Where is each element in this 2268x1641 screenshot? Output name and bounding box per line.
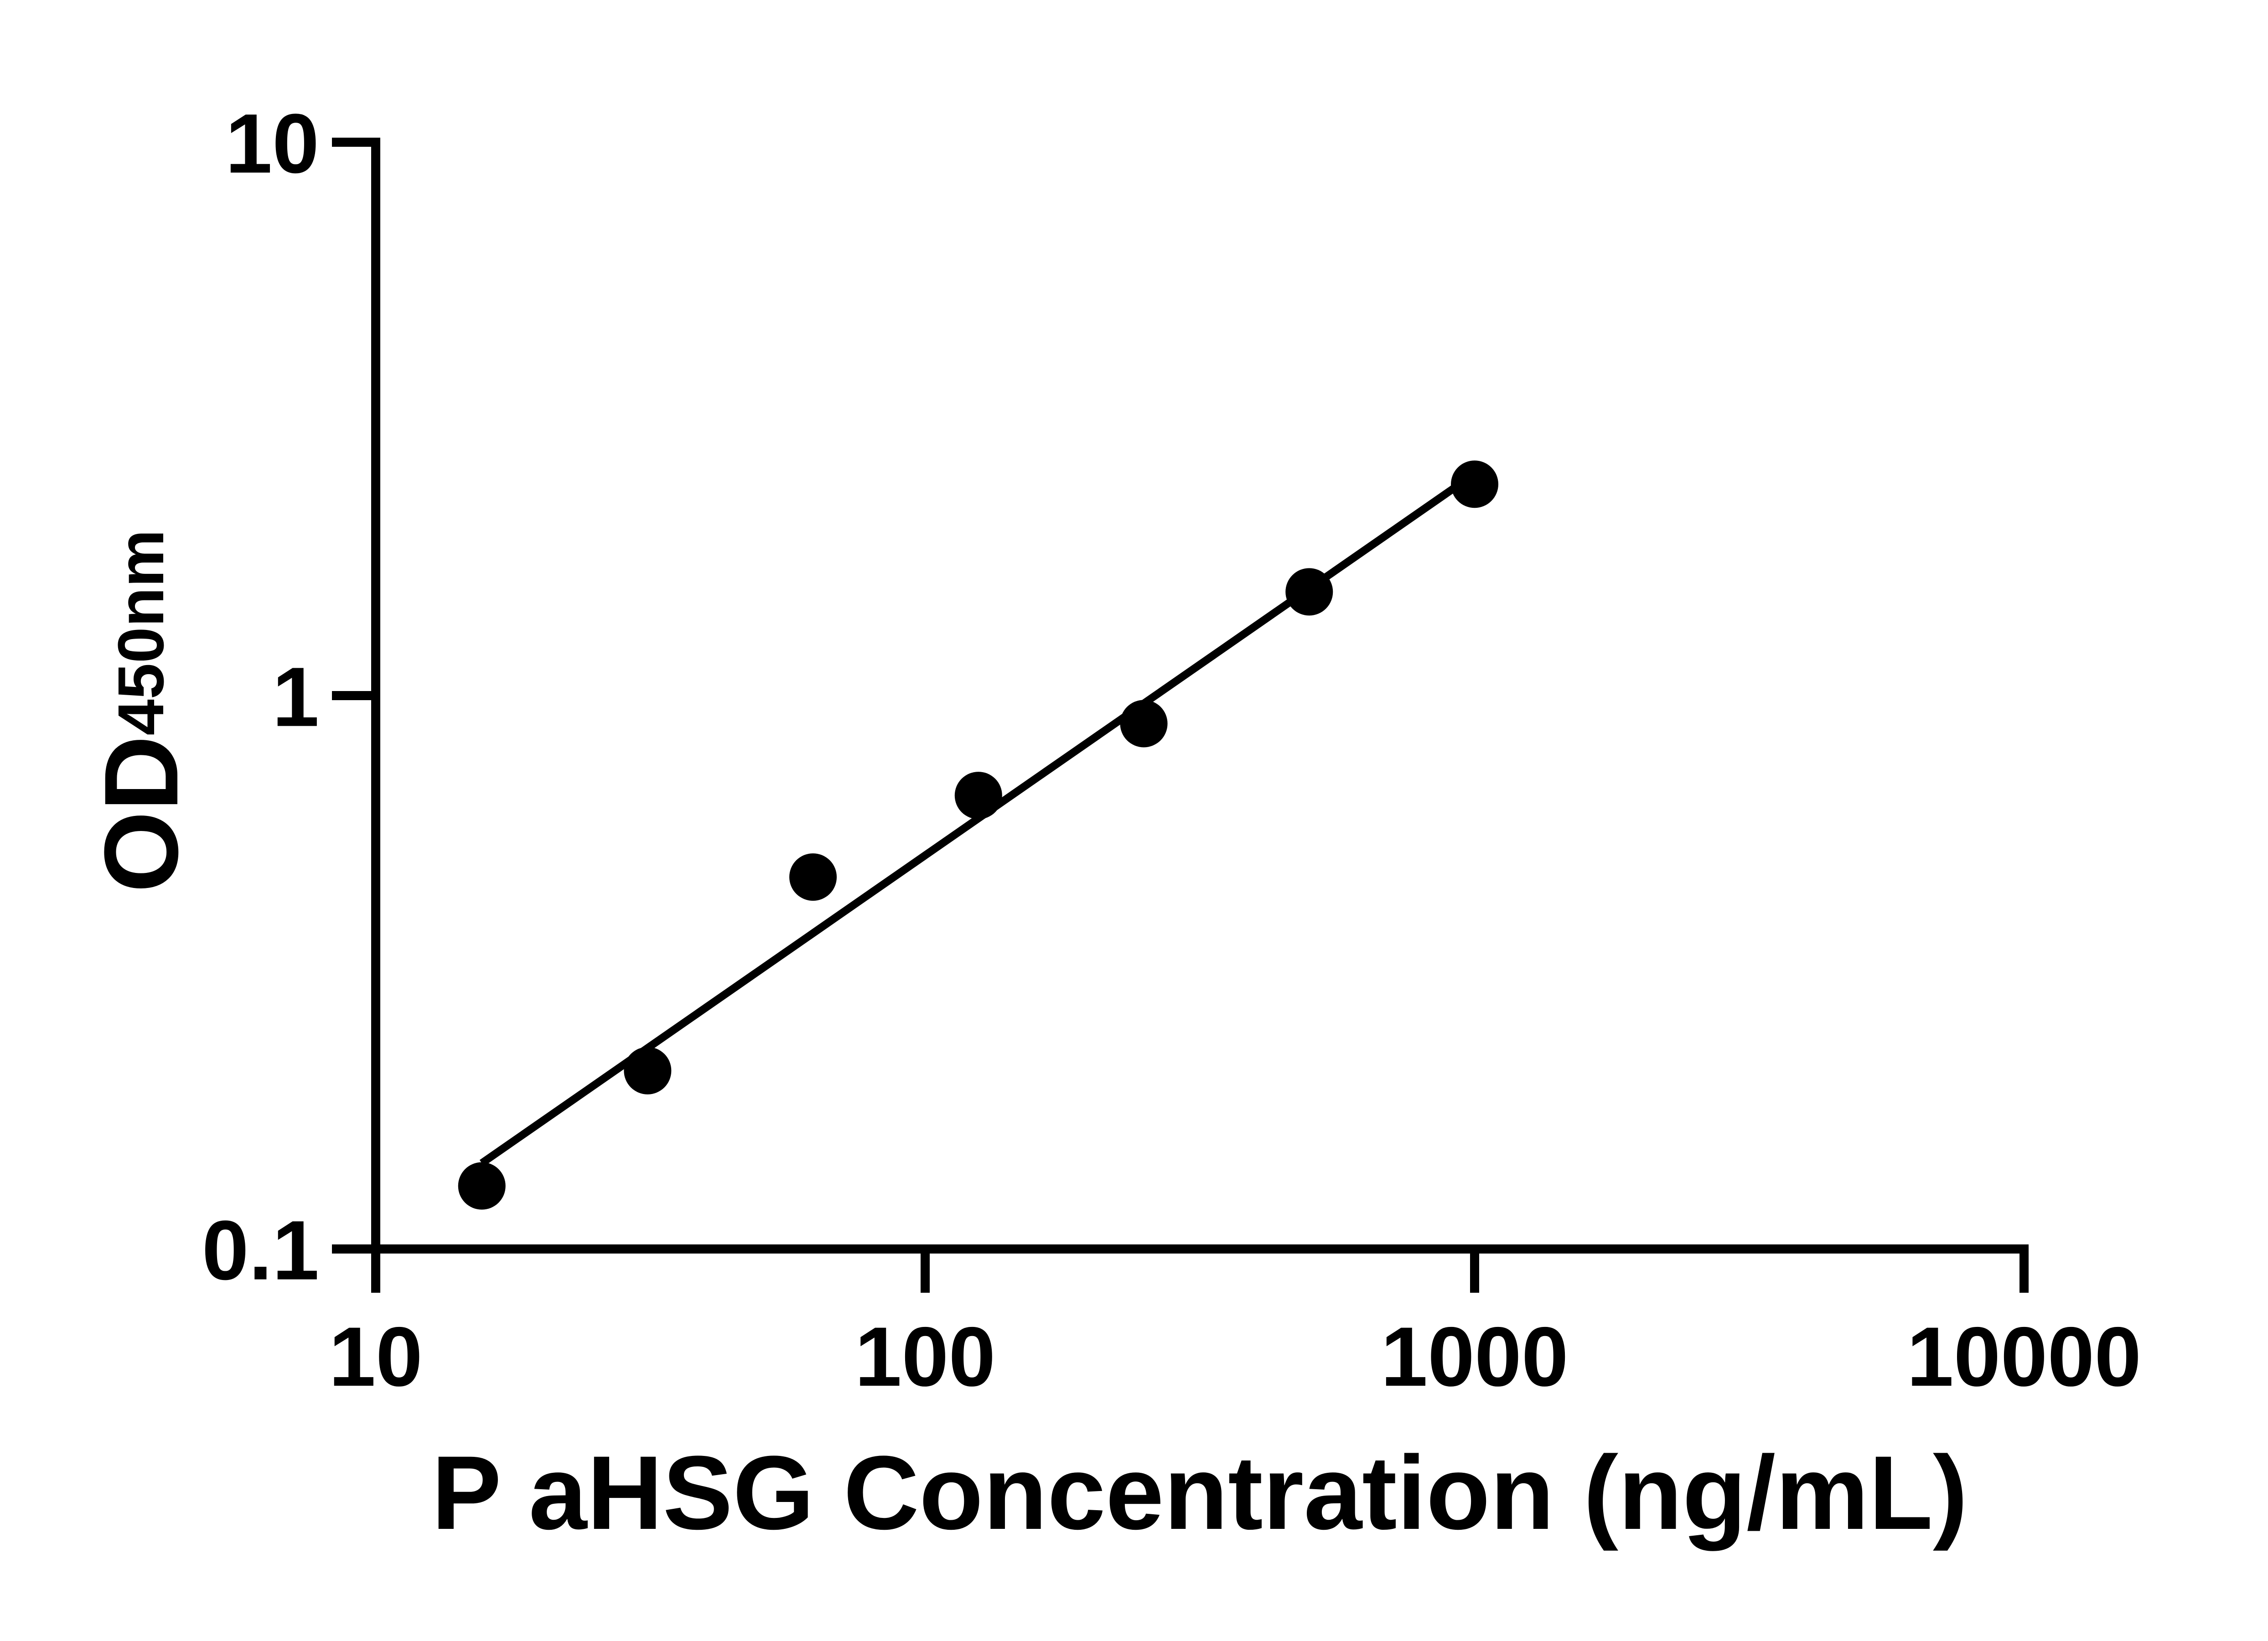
data-point-6 [1285,568,1333,616]
x-axis-title: P aHSG Concentration (ng/mL) [431,1434,1968,1551]
data-point-7 [1451,460,1498,508]
y-tick-label-10: 10 [225,97,319,191]
y-axis-title-main: OD [83,735,200,893]
y-tick-label-1: 1 [272,650,319,744]
x-tick-label-1000: 1000 [1381,1310,1569,1404]
y-tick-label-0.1: 0.1 [202,1204,319,1298]
data-point-3 [789,853,837,901]
axes-layer [332,138,2029,1293]
data-points-layer [458,460,1498,1210]
x-tick-label-100: 100 [855,1310,996,1404]
x-tick-label-10: 10 [329,1310,423,1404]
data-point-1 [458,1162,506,1210]
data-point-4 [954,772,1002,820]
y-axis-title: OD 450nm [83,529,200,893]
data-point-5 [1120,700,1168,748]
x-tick-label-10000: 10000 [1907,1310,2141,1404]
data-point-2 [624,1047,672,1094]
